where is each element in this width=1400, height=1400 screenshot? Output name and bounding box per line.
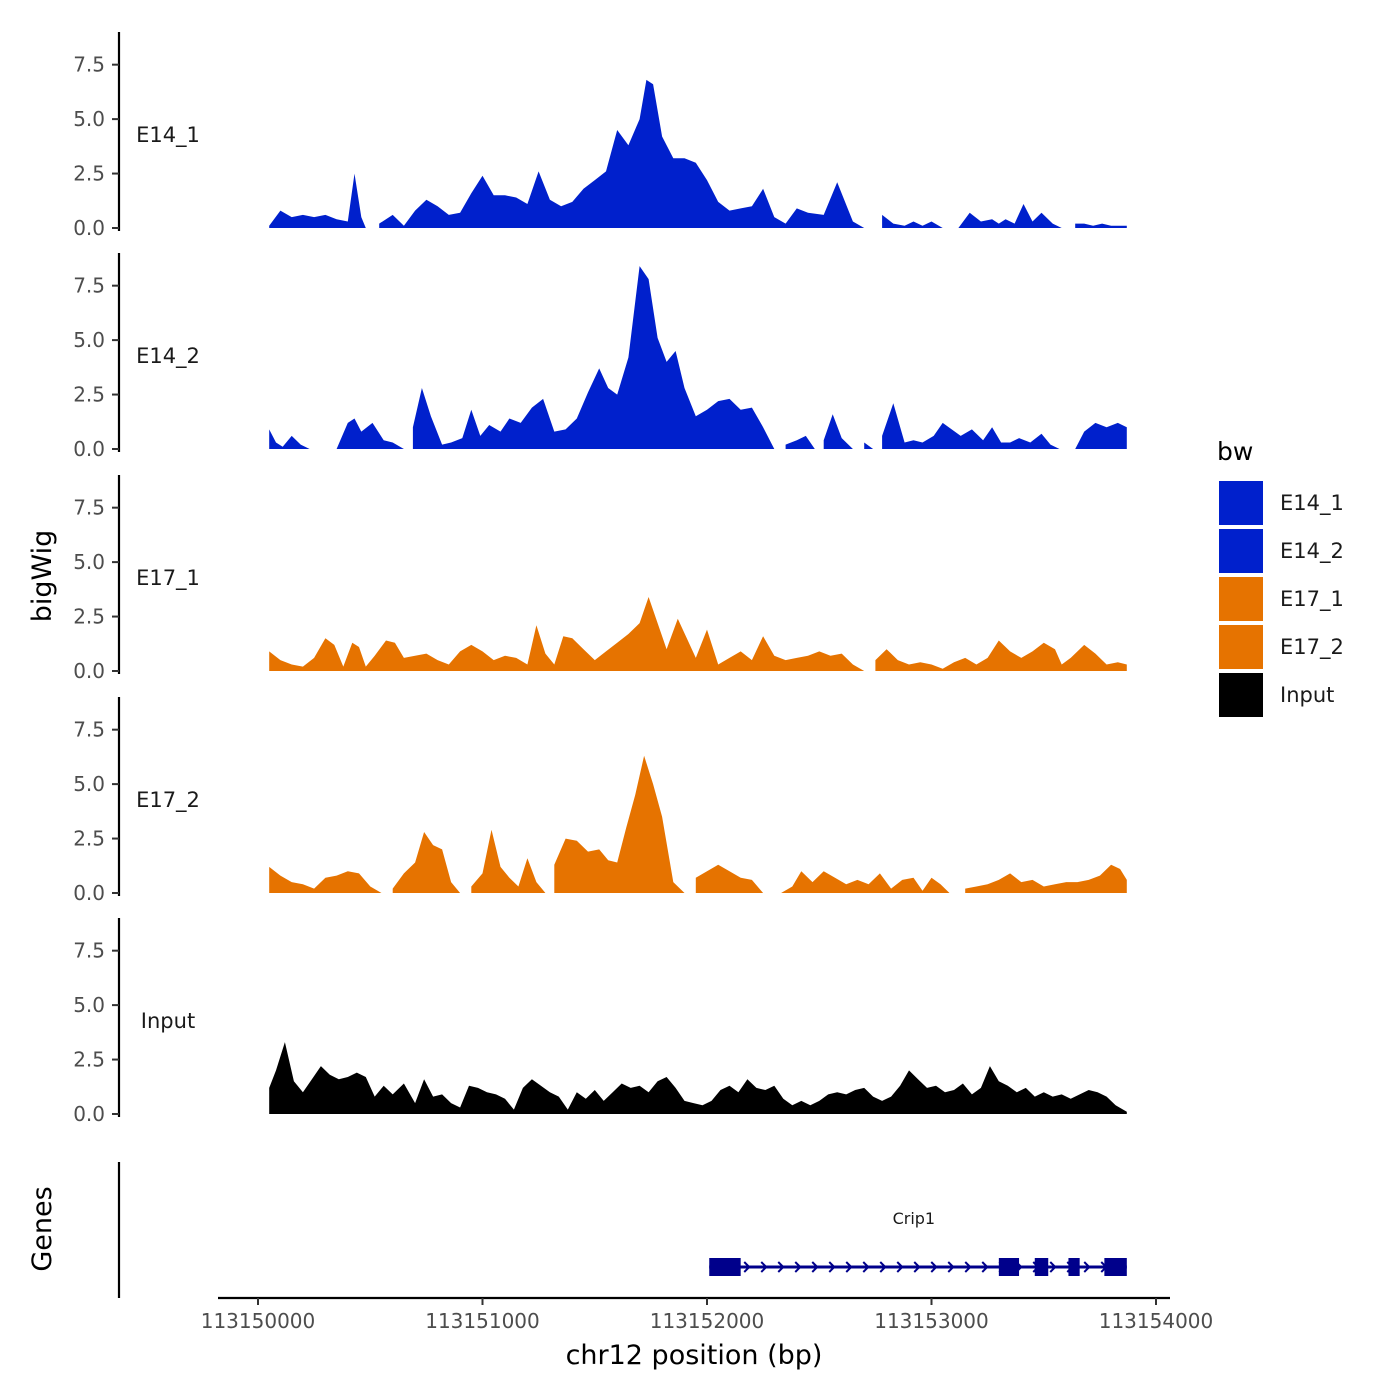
- track-e17-2: 0.0 2.5 5.0 7.5 E17_2: [73, 697, 1127, 905]
- strand-arrow-icon: [794, 1261, 802, 1273]
- y-tick-label: 7.5: [73, 274, 105, 298]
- legend-item: E17_1: [1217, 575, 1344, 623]
- legend-label: Input: [1280, 683, 1334, 707]
- y-tick-label: 0.0: [73, 216, 105, 240]
- y-tick-label: 5.0: [73, 772, 105, 796]
- strand-arrow-icon: [964, 1261, 972, 1273]
- strand-arrow-icon: [1083, 1261, 1091, 1273]
- strand-arrow-icon: [811, 1261, 819, 1273]
- track-e14-2: 0.0 2.5 5.0 7.5 E14_2: [73, 253, 1127, 461]
- x-tick-label: 113154000: [1099, 1309, 1214, 1333]
- legend-label: E14_1: [1280, 491, 1344, 516]
- strand-arrow-icon: [743, 1261, 751, 1273]
- y-tick-label: 7.5: [73, 53, 105, 77]
- y-tick-label: 0.0: [73, 437, 105, 461]
- x-axis: 113150000 113151000 113152000 113153000 1131…: [201, 1296, 1214, 1371]
- y-tick-label: 7.5: [73, 939, 105, 963]
- signal-tracks: 0.0 2.5 5.0 7.5 E14_1 0.0 2.5 5.0 7.5 E14_2 0.0 2.5…: [73, 32, 1127, 1126]
- track-e14-1: 0.0 2.5 5.0 7.5 E14_1: [73, 32, 1127, 240]
- y-tick-label: 2.5: [73, 1048, 105, 1072]
- exon-block: [1034, 1258, 1049, 1276]
- y-tick-label: 5.0: [73, 328, 105, 352]
- legend-item: Input: [1217, 671, 1334, 719]
- y-tick-label: 2.5: [73, 827, 105, 851]
- strand-arrow-icon: [777, 1261, 785, 1273]
- legend-swatch: [1217, 479, 1265, 527]
- x-axis-ticks: 113150000 113151000 113152000 113153000 1131…: [201, 1298, 1214, 1333]
- exon-block: [1104, 1258, 1127, 1276]
- strand-arrow-icon: [896, 1261, 904, 1273]
- legend-swatch: [1217, 575, 1265, 623]
- genes-axis-title: Genes: [27, 1186, 58, 1271]
- x-tick-label: 113153000: [874, 1309, 989, 1333]
- gene-track: Genes Crip1: [27, 1162, 1127, 1298]
- legend-item: E14_2: [1217, 527, 1344, 575]
- strand-arrow-icon: [879, 1261, 887, 1273]
- x-tick-label: 113151000: [425, 1309, 540, 1333]
- y-tick-label: 0.0: [73, 659, 105, 683]
- signal-area-e14-1: [269, 79, 1127, 229]
- strand-arrow-icon: [862, 1261, 870, 1273]
- signal-area-e17-1: [269, 597, 1127, 671]
- strand-arrow-icon: [913, 1261, 921, 1273]
- y-axis-title: bigWig: [27, 530, 58, 623]
- y-tick-label: 2.5: [73, 605, 105, 629]
- legend-items: E14_1 E14_2 E17_1 E17_2 Input: [1217, 479, 1344, 719]
- legend-swatch: [1217, 623, 1265, 671]
- signal-area-e17-2: [269, 755, 1127, 893]
- signal-area-e14-2: [269, 266, 1127, 449]
- track-label: E17_2: [136, 788, 200, 813]
- exon-block: [998, 1258, 1020, 1276]
- legend-item: E17_2: [1217, 623, 1344, 671]
- signal-area-input: [269, 1042, 1127, 1114]
- legend-label: E14_2: [1280, 539, 1344, 564]
- track-label: E17_1: [136, 566, 200, 591]
- y-tick-label: 5.0: [73, 993, 105, 1017]
- legend: bw E14_1 E14_2 E17_1 E17_2 Input: [1217, 437, 1344, 719]
- legend-label: E17_1: [1280, 587, 1344, 612]
- exon-block: [709, 1258, 741, 1276]
- gene-label: Crip1: [893, 1209, 936, 1228]
- strand-arrow-icon: [947, 1261, 955, 1273]
- legend-title: bw: [1217, 437, 1253, 466]
- legend-swatch: [1217, 527, 1265, 575]
- legend-item: E14_1: [1217, 479, 1344, 527]
- track-label: Input: [141, 1009, 195, 1033]
- strand-arrow-icon: [760, 1261, 768, 1273]
- strand-arrow-icon: [981, 1261, 989, 1273]
- gene-model-crip1: Crip1: [709, 1209, 1127, 1276]
- y-tick-label: 7.5: [73, 718, 105, 742]
- strand-arrow-icon: [828, 1261, 836, 1273]
- track-e17-1: 0.0 2.5 5.0 7.5 E17_1: [73, 475, 1127, 683]
- y-tick-label: 5.0: [73, 550, 105, 574]
- track-label: E14_1: [136, 123, 200, 148]
- legend-label: E17_2: [1280, 635, 1344, 660]
- y-tick-label: 2.5: [73, 162, 105, 186]
- y-tick-label: 7.5: [73, 496, 105, 520]
- genes-group: Crip1: [709, 1209, 1127, 1276]
- y-tick-label: 2.5: [73, 383, 105, 407]
- x-axis-title: chr12 position (bp): [566, 1340, 823, 1371]
- legend-swatch: [1217, 671, 1265, 719]
- exon-block: [1068, 1258, 1080, 1276]
- x-tick-label: 113150000: [201, 1309, 316, 1333]
- y-tick-label: 0.0: [73, 881, 105, 905]
- strand-arrow-icon: [930, 1261, 938, 1273]
- strand-arrow-icon: [1049, 1261, 1057, 1273]
- y-tick-label: 5.0: [73, 107, 105, 131]
- y-tick-label: 0.0: [73, 1102, 105, 1126]
- track-label: E14_2: [136, 344, 200, 369]
- track-input: 0.0 2.5 5.0 7.5 Input: [73, 918, 1127, 1126]
- x-tick-label: 113152000: [650, 1309, 765, 1333]
- strand-arrow-icon: [845, 1261, 853, 1273]
